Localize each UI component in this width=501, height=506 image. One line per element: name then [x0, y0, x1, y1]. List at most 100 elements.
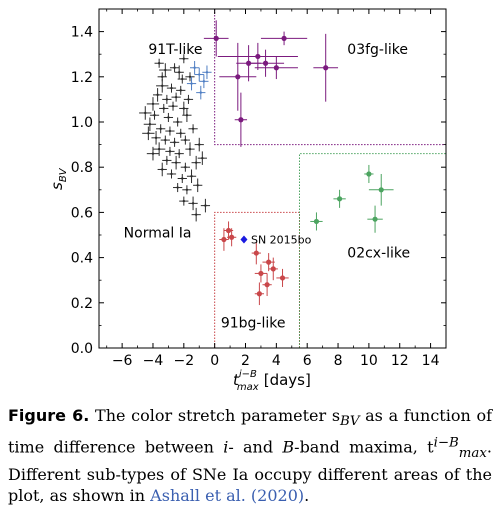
y-tick-label: 0.6	[71, 205, 93, 221]
point-marker	[168, 129, 172, 133]
point-marker	[194, 213, 198, 216]
point-marker	[185, 188, 189, 191]
region-boundary-0	[214, 9, 446, 146]
data-point	[199, 74, 209, 89]
data-point	[194, 137, 204, 152]
y-tick-label: 0.8	[71, 160, 93, 176]
data-point	[173, 183, 183, 193]
y-axis-ticks: 0.0 0.2 0.4 0.6 0.8 1.0 1.2 1.4	[71, 8, 446, 357]
point-marker	[198, 143, 201, 146]
x-tick-label: −6	[112, 353, 133, 369]
region-label: 91T-like	[148, 42, 202, 58]
data-point	[202, 65, 212, 80]
data-point	[179, 54, 189, 64]
point-marker	[221, 236, 227, 243]
point-marker	[161, 84, 164, 88]
x-tick-label: −2	[174, 353, 195, 369]
point-marker	[191, 127, 195, 130]
y-axis-label: sBV	[48, 167, 69, 190]
data-point	[188, 196, 198, 211]
point-marker	[213, 35, 219, 41]
point-marker	[190, 175, 193, 178]
point-marker	[191, 202, 195, 205]
point-marker	[154, 136, 158, 140]
data-point	[173, 117, 183, 127]
point-marker	[273, 65, 279, 71]
data-point	[189, 60, 200, 75]
data-point	[203, 20, 229, 57]
point-marker	[262, 60, 269, 66]
data-point	[162, 94, 172, 104]
region-label: 91bg-like	[221, 316, 286, 332]
point-marker	[255, 53, 261, 60]
axis-labels: ti−B max [days] sBV	[48, 167, 311, 393]
region-label: 02cx-like	[347, 246, 410, 262]
y-tick-label: 0.4	[71, 251, 93, 267]
point-marker	[184, 138, 187, 142]
point-marker	[176, 120, 179, 124]
data-point	[177, 173, 187, 184]
point-marker	[188, 75, 192, 79]
point-marker	[173, 141, 176, 144]
point-marker	[235, 74, 241, 80]
x-axis-ticks: −6 −4 −2 0 2 4 6 8 10 12 14	[106, 9, 447, 369]
citation-link[interactable]: Ashall et al. (2020)	[150, 485, 305, 505]
data-point	[146, 97, 160, 111]
point-marker	[161, 168, 164, 171]
point-marker	[179, 132, 182, 135]
point-marker	[253, 250, 259, 256]
point-marker	[176, 186, 179, 189]
data-point	[157, 162, 167, 177]
data-point	[368, 173, 394, 206]
point-marker	[204, 204, 207, 207]
data-point	[182, 108, 192, 122]
point-marker	[151, 152, 155, 155]
point-marker	[190, 82, 193, 85]
point-marker	[372, 216, 378, 222]
region-boundary-1	[214, 211, 300, 348]
data-point	[185, 142, 195, 156]
data-point	[197, 151, 207, 165]
sn2015bo-annotation: SN 2015bo	[240, 234, 312, 247]
point-marker	[165, 98, 169, 101]
data-point	[168, 101, 178, 111]
point-marker	[167, 116, 170, 119]
data-point	[262, 253, 275, 272]
data-point	[313, 33, 339, 102]
diamond-marker	[240, 235, 248, 244]
point-marker	[164, 138, 167, 142]
data-point	[254, 282, 265, 306]
y-tick-label: 0.0	[71, 341, 93, 357]
point-marker	[165, 159, 169, 162]
point-marker	[164, 68, 167, 72]
point-marker	[181, 77, 184, 81]
axes-box	[98, 8, 447, 349]
x-tick-label: 0	[210, 353, 219, 369]
data-point	[251, 241, 261, 265]
y-tick-label: 1.4	[71, 25, 93, 41]
point-marker	[198, 73, 201, 76]
point-marker	[199, 91, 202, 94]
point-marker	[182, 57, 186, 60]
point-marker	[148, 123, 152, 126]
data-point	[157, 72, 167, 82]
data-point	[169, 137, 180, 147]
x-tick-label: 12	[391, 353, 409, 369]
point-marker	[151, 102, 155, 106]
data-point	[260, 31, 308, 46]
point-marker	[281, 35, 287, 41]
data-point	[166, 83, 177, 93]
data-point	[268, 257, 278, 281]
data-point	[142, 126, 155, 141]
region-labels: 91T-like 03fg-like Normal Ia 02cx-like 91bg-…	[124, 42, 410, 331]
point-marker	[378, 187, 384, 193]
x-tick-label: 14	[422, 353, 440, 369]
region-boundary-2	[298, 153, 446, 348]
data-point	[165, 126, 175, 136]
data-point	[169, 63, 180, 73]
data-point	[219, 42, 257, 111]
y-tick-label: 0.2	[71, 296, 93, 312]
data-point	[139, 106, 152, 120]
point-marker	[258, 270, 264, 277]
point-marker	[170, 172, 173, 176]
